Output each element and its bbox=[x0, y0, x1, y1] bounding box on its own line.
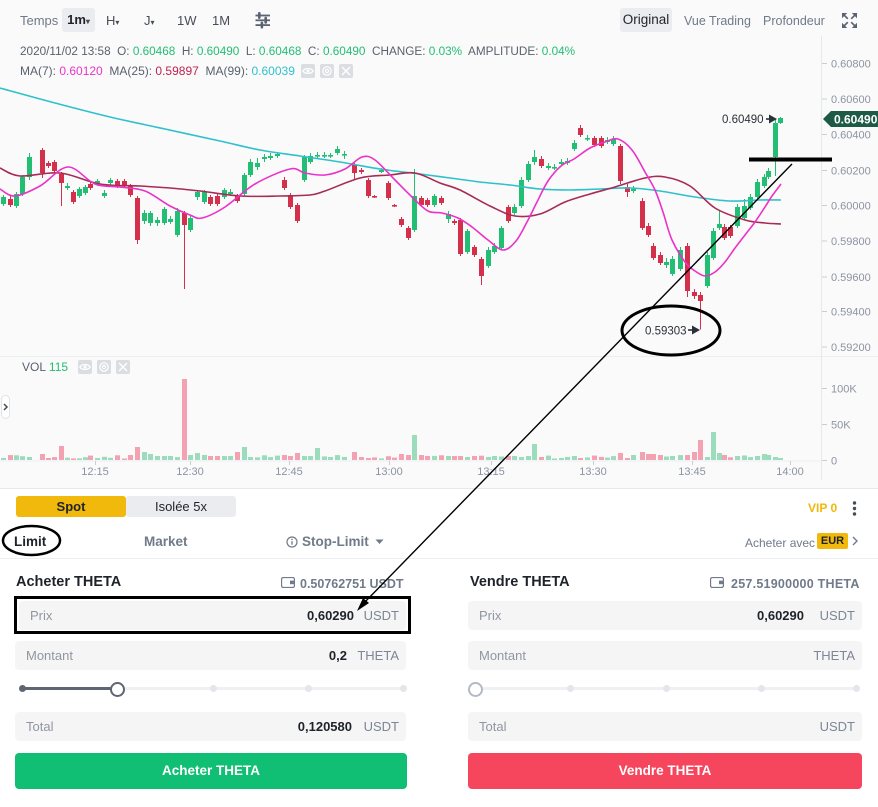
svg-text:12:30: 12:30 bbox=[176, 466, 204, 478]
svg-text:0.60490: 0.60490 bbox=[834, 113, 878, 127]
svg-text:100K: 100K bbox=[831, 384, 857, 396]
svg-text:0: 0 bbox=[831, 456, 837, 468]
svg-text:0.60600: 0.60600 bbox=[831, 94, 871, 106]
svg-text:50K: 50K bbox=[831, 420, 851, 432]
svg-text:0.60800: 0.60800 bbox=[831, 59, 871, 71]
svg-text:14:00: 14:00 bbox=[776, 466, 804, 478]
svg-text:13:00: 13:00 bbox=[375, 466, 403, 478]
svg-text:0.59400: 0.59400 bbox=[831, 307, 871, 319]
svg-text:12:45: 12:45 bbox=[275, 466, 303, 478]
svg-text:0.60200: 0.60200 bbox=[831, 166, 871, 178]
svg-text:13:30: 13:30 bbox=[579, 466, 607, 478]
svg-text:13:45: 13:45 bbox=[678, 466, 706, 478]
svg-text:0.59800: 0.59800 bbox=[831, 236, 871, 248]
svg-text:0.60400: 0.60400 bbox=[831, 130, 871, 142]
svg-text:0.59600: 0.59600 bbox=[831, 272, 871, 284]
svg-text:12:15: 12:15 bbox=[81, 466, 109, 478]
svg-text:0.60000: 0.60000 bbox=[831, 201, 871, 213]
svg-text:0.59200: 0.59200 bbox=[831, 342, 871, 354]
svg-text:13:15: 13:15 bbox=[477, 466, 505, 478]
